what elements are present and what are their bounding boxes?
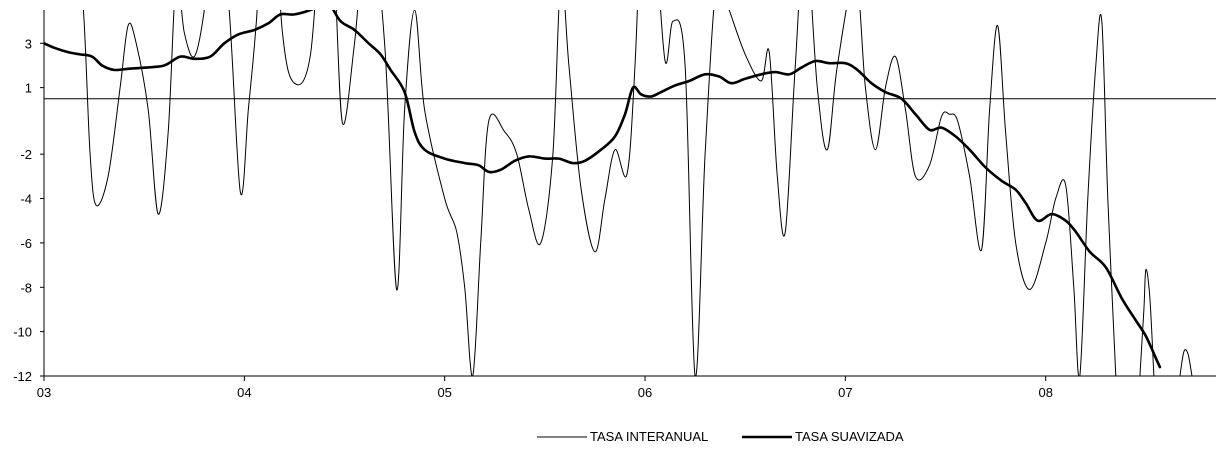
series-line-interanual-segment-2 bbox=[1179, 349, 1193, 376]
series-line-interanual bbox=[82, 10, 1117, 376]
y-axis-ticks: 3 1 -2 -4 -6 -8 -10 -12 bbox=[13, 36, 44, 384]
y-tick-label: -2 bbox=[20, 147, 32, 162]
x-tick-label: 05 bbox=[437, 385, 451, 400]
y-tick-label: -4 bbox=[20, 192, 32, 207]
chart-axes bbox=[43, 10, 1216, 377]
y-tick-label: 1 bbox=[25, 81, 32, 96]
y-tick-label: -6 bbox=[20, 236, 32, 251]
x-tick-label: 07 bbox=[838, 385, 852, 400]
y-tick-label: 3 bbox=[25, 36, 32, 51]
series-lines bbox=[44, 10, 1193, 376]
y-tick-label: -12 bbox=[13, 369, 32, 384]
x-tick-label: 03 bbox=[37, 385, 51, 400]
y-tick-label: -8 bbox=[20, 280, 32, 295]
legend-label-suavizada: TASA SUAVIZADA bbox=[795, 429, 904, 444]
legend: TASA INTERANUAL TASA SUAVIZADA bbox=[537, 429, 904, 444]
x-tick-label: 06 bbox=[638, 385, 652, 400]
legend-label-interanual: TASA INTERANUAL bbox=[590, 429, 708, 444]
series-line-interanual-segment-1 bbox=[1139, 268, 1155, 376]
x-tick-label: 08 bbox=[1038, 385, 1052, 400]
x-axis-ticks: 03 04 05 06 07 08 bbox=[37, 376, 1053, 400]
y-tick-label: -10 bbox=[13, 325, 32, 340]
series-line-suavizada bbox=[44, 10, 1162, 369]
x-tick-label: 04 bbox=[237, 385, 251, 400]
